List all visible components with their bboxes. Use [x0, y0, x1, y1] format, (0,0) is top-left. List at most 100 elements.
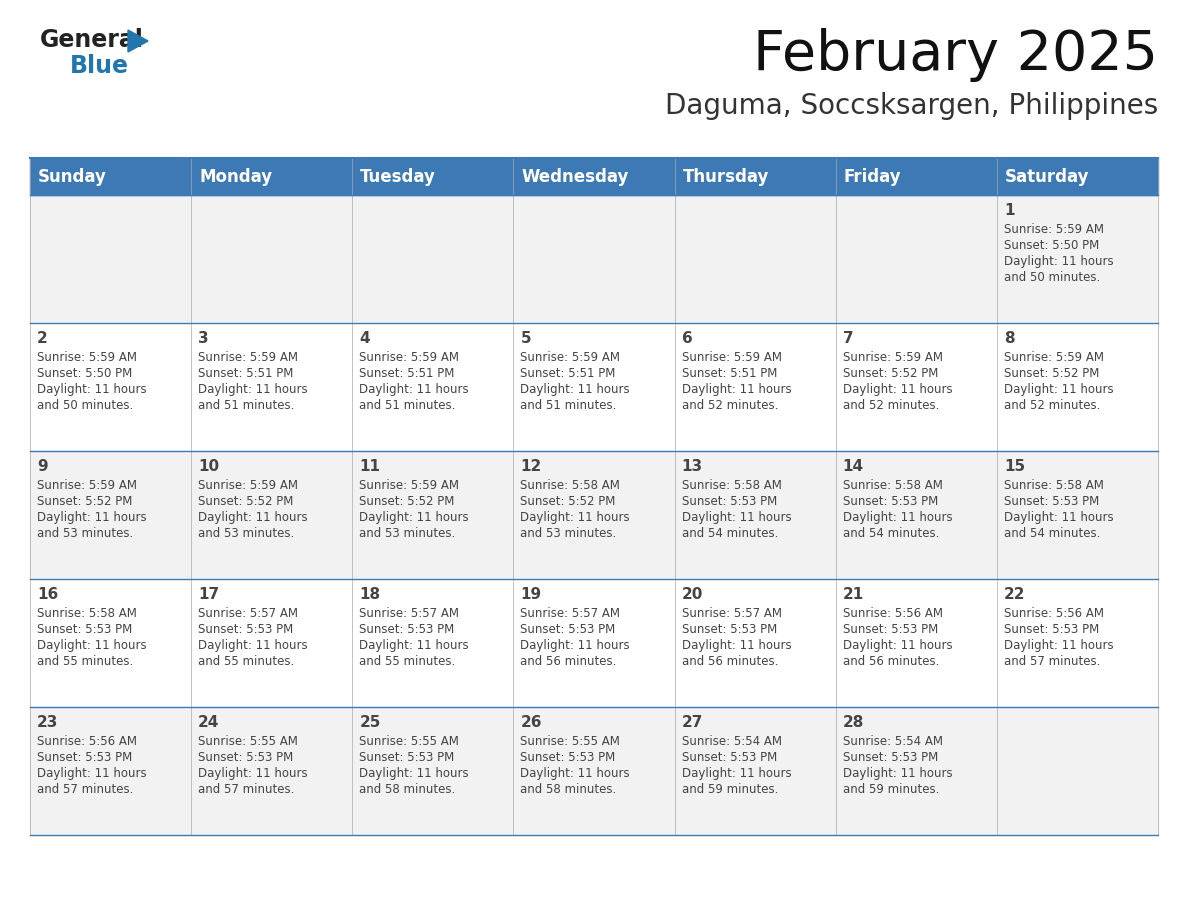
Text: Daylight: 11 hours: Daylight: 11 hours [198, 511, 308, 524]
Text: 9: 9 [37, 459, 48, 474]
Text: 10: 10 [198, 459, 220, 474]
Text: Sunrise: 5:56 AM: Sunrise: 5:56 AM [37, 735, 137, 748]
Text: Sunrise: 5:59 AM: Sunrise: 5:59 AM [682, 351, 782, 364]
Text: Daylight: 11 hours: Daylight: 11 hours [520, 383, 630, 396]
Text: Sunset: 5:53 PM: Sunset: 5:53 PM [37, 623, 132, 636]
Text: Sunrise: 5:59 AM: Sunrise: 5:59 AM [1004, 223, 1104, 236]
Text: Daylight: 11 hours: Daylight: 11 hours [359, 767, 469, 780]
Text: Sunset: 5:52 PM: Sunset: 5:52 PM [520, 495, 615, 508]
Text: February 2025: February 2025 [753, 28, 1158, 82]
Text: 4: 4 [359, 331, 369, 346]
Text: and 51 minutes.: and 51 minutes. [359, 399, 456, 412]
Text: Daylight: 11 hours: Daylight: 11 hours [682, 383, 791, 396]
Text: and 57 minutes.: and 57 minutes. [198, 783, 295, 796]
Text: 28: 28 [842, 715, 864, 730]
Text: 27: 27 [682, 715, 703, 730]
Text: Blue: Blue [70, 54, 129, 78]
Text: Sunrise: 5:59 AM: Sunrise: 5:59 AM [37, 351, 137, 364]
Text: 5: 5 [520, 331, 531, 346]
Text: and 53 minutes.: and 53 minutes. [198, 527, 295, 540]
Text: Daylight: 11 hours: Daylight: 11 hours [359, 511, 469, 524]
Text: Sunrise: 5:59 AM: Sunrise: 5:59 AM [520, 351, 620, 364]
Text: and 57 minutes.: and 57 minutes. [37, 783, 133, 796]
Text: Sunset: 5:51 PM: Sunset: 5:51 PM [520, 367, 615, 380]
Text: Sunset: 5:53 PM: Sunset: 5:53 PM [682, 495, 777, 508]
Text: and 58 minutes.: and 58 minutes. [359, 783, 455, 796]
Text: and 51 minutes.: and 51 minutes. [198, 399, 295, 412]
Text: Sunset: 5:50 PM: Sunset: 5:50 PM [1004, 239, 1099, 252]
Text: and 52 minutes.: and 52 minutes. [1004, 399, 1100, 412]
Text: 20: 20 [682, 587, 703, 602]
Text: and 52 minutes.: and 52 minutes. [842, 399, 939, 412]
Bar [30, 707, 1158, 835]
Text: Daylight: 11 hours: Daylight: 11 hours [359, 639, 469, 652]
Text: Saturday: Saturday [1005, 167, 1089, 185]
Text: Sunrise: 5:59 AM: Sunrise: 5:59 AM [1004, 351, 1104, 364]
Text: Daylight: 11 hours: Daylight: 11 hours [682, 511, 791, 524]
Text: 21: 21 [842, 587, 864, 602]
Bar [30, 158, 1158, 195]
Text: Sunset: 5:53 PM: Sunset: 5:53 PM [520, 751, 615, 764]
Text: Daylight: 11 hours: Daylight: 11 hours [37, 767, 146, 780]
Text: and 53 minutes.: and 53 minutes. [359, 527, 455, 540]
Text: 2: 2 [37, 331, 48, 346]
Text: 1: 1 [1004, 203, 1015, 218]
Text: Sunrise: 5:59 AM: Sunrise: 5:59 AM [842, 351, 943, 364]
Text: 13: 13 [682, 459, 702, 474]
Text: and 53 minutes.: and 53 minutes. [520, 527, 617, 540]
Text: Sunrise: 5:54 AM: Sunrise: 5:54 AM [682, 735, 782, 748]
Text: Sunrise: 5:57 AM: Sunrise: 5:57 AM [682, 607, 782, 620]
Text: Daylight: 11 hours: Daylight: 11 hours [198, 639, 308, 652]
Text: Sunset: 5:52 PM: Sunset: 5:52 PM [37, 495, 132, 508]
Text: Sunset: 5:53 PM: Sunset: 5:53 PM [682, 623, 777, 636]
Text: Sunrise: 5:57 AM: Sunrise: 5:57 AM [198, 607, 298, 620]
Text: Sunset: 5:53 PM: Sunset: 5:53 PM [682, 751, 777, 764]
Text: Daylight: 11 hours: Daylight: 11 hours [842, 639, 953, 652]
Text: and 53 minutes.: and 53 minutes. [37, 527, 133, 540]
Text: Sunset: 5:52 PM: Sunset: 5:52 PM [198, 495, 293, 508]
Text: Sunset: 5:51 PM: Sunset: 5:51 PM [682, 367, 777, 380]
Text: and 59 minutes.: and 59 minutes. [682, 783, 778, 796]
Text: Sunrise: 5:58 AM: Sunrise: 5:58 AM [37, 607, 137, 620]
Text: Sunrise: 5:58 AM: Sunrise: 5:58 AM [1004, 479, 1104, 492]
Text: Sunset: 5:52 PM: Sunset: 5:52 PM [1004, 367, 1099, 380]
Text: Daylight: 11 hours: Daylight: 11 hours [682, 767, 791, 780]
Text: Daylight: 11 hours: Daylight: 11 hours [198, 383, 308, 396]
Text: Sunrise: 5:59 AM: Sunrise: 5:59 AM [37, 479, 137, 492]
Text: Sunset: 5:53 PM: Sunset: 5:53 PM [842, 623, 939, 636]
Text: Sunrise: 5:59 AM: Sunrise: 5:59 AM [198, 351, 298, 364]
Text: 7: 7 [842, 331, 853, 346]
Text: 25: 25 [359, 715, 380, 730]
Text: 12: 12 [520, 459, 542, 474]
Bar [30, 323, 1158, 451]
Text: Sunrise: 5:55 AM: Sunrise: 5:55 AM [520, 735, 620, 748]
Text: and 57 minutes.: and 57 minutes. [1004, 655, 1100, 668]
Text: and 56 minutes.: and 56 minutes. [842, 655, 939, 668]
Text: Daylight: 11 hours: Daylight: 11 hours [520, 639, 630, 652]
Text: Sunrise: 5:56 AM: Sunrise: 5:56 AM [842, 607, 943, 620]
Text: Sunset: 5:51 PM: Sunset: 5:51 PM [198, 367, 293, 380]
Text: Sunrise: 5:55 AM: Sunrise: 5:55 AM [359, 735, 459, 748]
Polygon shape [128, 30, 148, 52]
Text: Sunset: 5:51 PM: Sunset: 5:51 PM [359, 367, 455, 380]
Text: 8: 8 [1004, 331, 1015, 346]
Text: and 51 minutes.: and 51 minutes. [520, 399, 617, 412]
Text: and 54 minutes.: and 54 minutes. [842, 527, 939, 540]
Text: Daylight: 11 hours: Daylight: 11 hours [1004, 255, 1113, 268]
Text: Daylight: 11 hours: Daylight: 11 hours [37, 511, 146, 524]
Text: Wednesday: Wednesday [522, 167, 628, 185]
Text: Daylight: 11 hours: Daylight: 11 hours [359, 383, 469, 396]
Text: and 56 minutes.: and 56 minutes. [520, 655, 617, 668]
Text: Sunrise: 5:58 AM: Sunrise: 5:58 AM [682, 479, 782, 492]
Text: Friday: Friday [843, 167, 902, 185]
Text: 17: 17 [198, 587, 220, 602]
Text: Sunrise: 5:54 AM: Sunrise: 5:54 AM [842, 735, 943, 748]
Text: Sunday: Sunday [38, 167, 107, 185]
Text: and 52 minutes.: and 52 minutes. [682, 399, 778, 412]
Text: Sunrise: 5:57 AM: Sunrise: 5:57 AM [520, 607, 620, 620]
Text: 6: 6 [682, 331, 693, 346]
Text: Sunset: 5:53 PM: Sunset: 5:53 PM [520, 623, 615, 636]
Text: Daylight: 11 hours: Daylight: 11 hours [520, 767, 630, 780]
Text: Thursday: Thursday [683, 167, 769, 185]
Text: and 55 minutes.: and 55 minutes. [198, 655, 295, 668]
